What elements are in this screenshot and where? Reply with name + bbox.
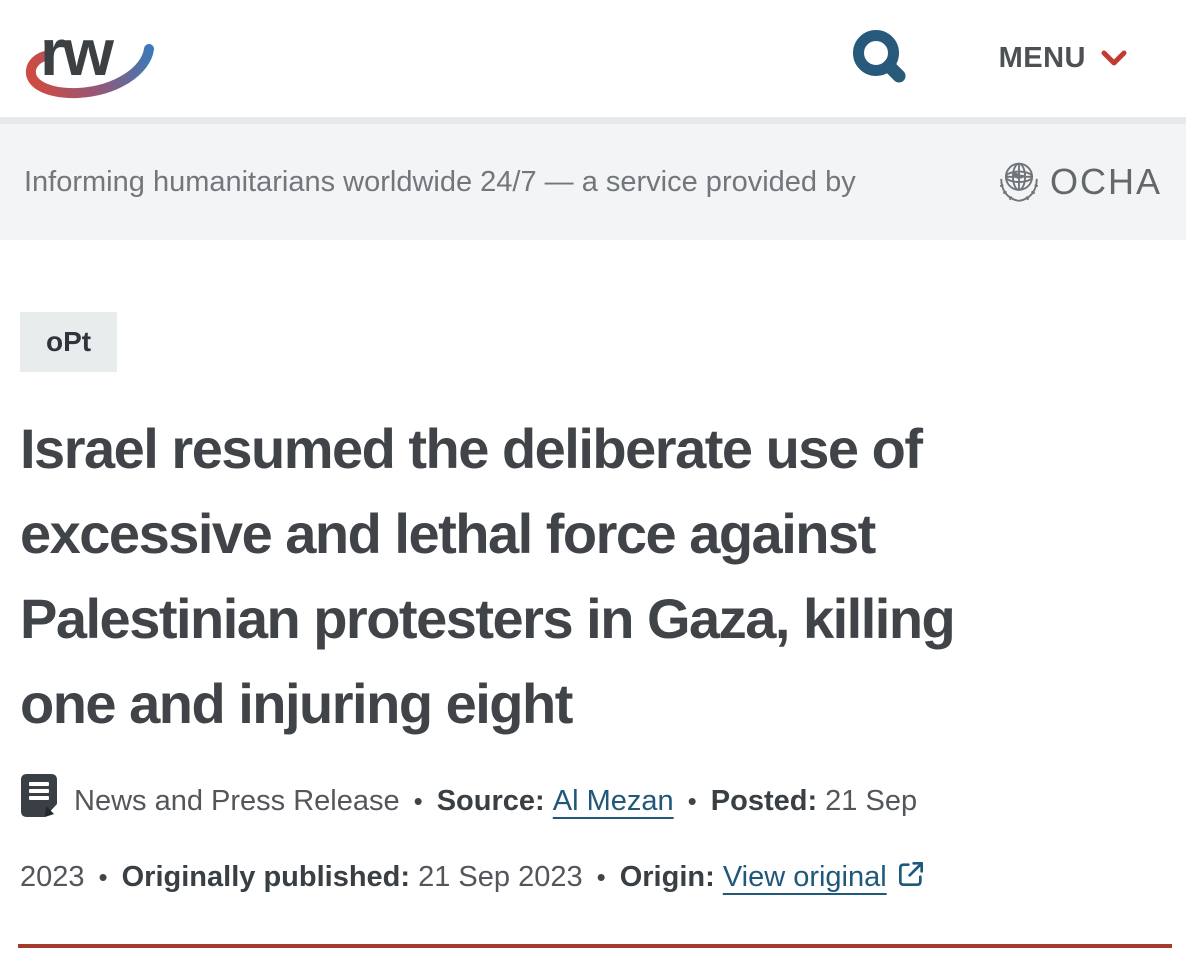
view-original-label: View original <box>722 861 887 893</box>
external-link-icon <box>895 848 927 915</box>
section-divider <box>18 944 1172 948</box>
un-globe-land <box>1012 172 1025 179</box>
chevron-down-icon <box>1101 50 1127 65</box>
site-header: rw MENU <box>0 0 1186 117</box>
article-header: oPt Israel resumed the deliberate use of… <box>0 240 1186 948</box>
source-link[interactable]: Al Mezan <box>552 785 674 817</box>
content-type: News and Press Release <box>74 785 400 817</box>
title-line-3: Palestinian protesters in Gaza, killing <box>20 587 956 650</box>
reliefweb-logo[interactable]: rw <box>16 13 156 105</box>
origin-label: Origin: <box>619 861 715 893</box>
view-original-link[interactable]: View original <box>723 861 927 893</box>
meta-separator: • <box>413 786 423 816</box>
ocha-wordmark: OCHA <box>1049 161 1162 202</box>
title-line-2: excessive and lethal force against <box>20 502 876 565</box>
header-actions: MENU <box>847 26 1128 92</box>
posted-label: Posted: <box>710 785 818 817</box>
country-tag-opt[interactable]: oPt <box>20 312 118 372</box>
title-line-1: Israel resumed the deliberate use of <box>20 417 923 480</box>
source-label: Source: <box>436 785 545 817</box>
menu-button[interactable]: MENU <box>999 42 1128 75</box>
originally-published-date: 21 Sep 2023 <box>418 861 583 893</box>
document-icon <box>20 773 58 844</box>
ocha-link[interactable]: OCHA <box>996 159 1162 205</box>
posted-date: 21 Sep 2023 <box>20 785 918 893</box>
un-emblem-icon <box>999 162 1039 202</box>
reliefweb-logo-icon: rw <box>25 15 154 98</box>
search-icon <box>852 29 906 82</box>
banner-message: Informing humanitarians worldwide 24/7 —… <box>24 165 856 198</box>
meta-separator: • <box>596 862 606 892</box>
search-button[interactable] <box>847 26 913 92</box>
ocha-service-banner: Informing humanitarians worldwide 24/7 —… <box>0 117 1186 240</box>
page-title: Israel resumed the deliberate use of exc… <box>20 406 1166 746</box>
title-line-4: one and injuring eight <box>20 672 573 735</box>
logo-swoosh <box>25 43 154 98</box>
originally-published-label: Originally published: <box>121 861 411 893</box>
menu-label: MENU <box>998 42 1086 74</box>
meta-separator: • <box>98 862 108 892</box>
meta-separator: • <box>687 786 697 816</box>
logo-text: rw <box>40 15 115 89</box>
article-meta: News and Press Release • Source: Al Mezan •… <box>20 768 1060 915</box>
